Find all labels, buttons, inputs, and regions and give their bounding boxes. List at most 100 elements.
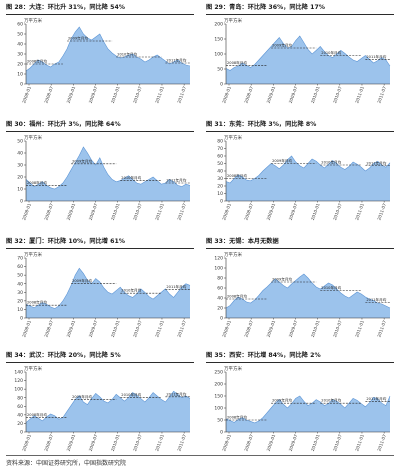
source-text: 资料来源：中国证券研究所，中国指数研究院 xyxy=(6,460,127,467)
y-tick-label: 50 xyxy=(17,139,23,145)
x-tick-label: 2011-07 xyxy=(176,433,187,451)
y-tick-label: 30 xyxy=(17,52,23,58)
y-tick-label: 0 xyxy=(20,82,23,88)
area-series xyxy=(226,274,390,318)
mean-label: 2011年月均 xyxy=(166,284,186,289)
mean-label: 2011年月均 xyxy=(366,54,386,59)
y-tick-label: 30 xyxy=(217,176,223,182)
y-tick-label: 0 xyxy=(20,430,23,436)
title-rule xyxy=(206,14,394,15)
chart-plot: 万平方米 0 10 20 30 40 50 60 70 2008年月均 2009年月均 2010年月均… xyxy=(17,251,191,338)
x-tick-label: 2009-07 xyxy=(288,433,299,451)
mean-label: 2008年月均 xyxy=(227,294,247,299)
x-tick-label: 2010-01 xyxy=(310,319,321,337)
y-tick-label: 30 xyxy=(17,163,23,169)
mean-label: 2009年月均 xyxy=(72,278,92,283)
chart-plot: 万平方米 0 10 20 30 40 50 2008年月均 2009年月均 2010年月均 2011… xyxy=(17,134,191,221)
x-tick-label: 2009-01 xyxy=(66,202,77,220)
x-tick-label: 2008-01 xyxy=(221,202,232,220)
x-tick-label: 2009-01 xyxy=(66,319,77,337)
chart-panel-1: 图 28：大连：环比升 31%，同比降 54% 万平方米 0 10 20 30 40 50 6… xyxy=(6,2,194,108)
y-tick-label: 50 xyxy=(217,161,223,167)
y-tick-label: 70 xyxy=(217,146,223,152)
x-tick-label: 2011-01 xyxy=(354,319,365,337)
y-tick-label: 80 xyxy=(17,395,23,401)
area-series xyxy=(26,147,190,201)
mean-label: 2009年月均 xyxy=(68,36,88,41)
x-tick-label: 2009-07 xyxy=(88,433,99,451)
mean-label: 2011年月均 xyxy=(166,391,186,396)
mean-label: 2010年月均 xyxy=(321,160,341,165)
x-tick-label: 2010-07 xyxy=(132,85,143,103)
mean-label: 2011年月均 xyxy=(166,58,186,63)
chart-panel-7: 图 34：武汉：环比降 20%，同比降 5% 万平方米 0 20 40 60 80 100 1… xyxy=(6,350,194,456)
x-tick-label: 2009-07 xyxy=(288,319,299,337)
x-tick-label: 2008-01 xyxy=(221,319,232,337)
x-tick-label: 2011-07 xyxy=(376,319,387,337)
y-tick-label: 200 xyxy=(214,382,223,388)
x-tick-label: 2009-07 xyxy=(288,202,299,220)
x-tick-label: 2008-07 xyxy=(43,433,54,451)
x-tick-label: 2009-01 xyxy=(66,433,77,451)
y-tick-label: 20 xyxy=(217,184,223,190)
x-tick-label: 2008-07 xyxy=(243,202,254,220)
y-unit-label: 万平方米 xyxy=(24,134,42,141)
chart-panel-5: 图 32：厦门：环比降 10%，同比增 61% 万平方米 0 10 20 30 40 50 6… xyxy=(6,236,194,342)
mean-label: 2009年月均 xyxy=(72,394,92,399)
title-rule xyxy=(6,362,194,363)
chart-plot: 万平方米 0 50 100 150 200 2008年月均 2009年月均 2010年月均 201… xyxy=(214,17,391,104)
x-tick-label: 2008-07 xyxy=(243,85,254,103)
title-rule xyxy=(206,362,394,363)
x-tick-label: 2008-07 xyxy=(43,202,54,220)
y-tick-label: 0 xyxy=(220,82,223,88)
x-tick-label: 2010-07 xyxy=(132,319,143,337)
x-tick-label: 2010-01 xyxy=(310,202,321,220)
mean-label: 2008年月均 xyxy=(27,300,47,305)
y-tick-label: 10 xyxy=(17,72,23,78)
x-tick-label: 2011-07 xyxy=(376,433,387,451)
y-tick-label: 80 xyxy=(217,276,223,282)
y-tick-label: 140 xyxy=(14,370,23,376)
y-unit-label: 万平方米 xyxy=(24,365,42,372)
x-tick-label: 2009-07 xyxy=(88,202,99,220)
x-tick-label: 2011-07 xyxy=(376,85,387,103)
mean-label: 2010年月均 xyxy=(121,175,141,180)
y-unit-label: 万平方米 xyxy=(24,251,42,258)
mean-label: 2009年月均 xyxy=(72,158,92,163)
mean-label: 2010年月均 xyxy=(321,50,341,55)
mean-label: 2009年月均 xyxy=(272,158,292,163)
y-tick-label: 120 xyxy=(14,378,23,384)
mean-label: 2011年月均 xyxy=(366,160,386,165)
x-tick-label: 2009-07 xyxy=(88,85,99,103)
x-tick-label: 2008-07 xyxy=(243,433,254,451)
y-tick-label: 60 xyxy=(217,154,223,160)
area-outline xyxy=(225,395,391,424)
chart-title: 图 30：福州：环比升 3%，同比降 64% xyxy=(6,121,121,128)
mean-label: 2010年月均 xyxy=(117,52,137,57)
x-tick-label: 2010-01 xyxy=(110,85,121,103)
x-tick-label: 2008-01 xyxy=(21,433,32,451)
mean-label: 2010年月均 xyxy=(121,288,141,293)
x-tick-label: 2010-01 xyxy=(110,433,121,451)
y-tick-label: 40 xyxy=(217,169,223,175)
x-tick-label: 2008-01 xyxy=(221,85,232,103)
y-tick-label: 20 xyxy=(17,62,23,68)
y-tick-label: 50 xyxy=(217,418,223,424)
x-tick-label: 2009-01 xyxy=(266,202,277,220)
area-series xyxy=(226,156,390,201)
chart-panel-8: 图 35：西安：环比增 84%，同比降 2% 万平方米 0 50 100 150 200 2… xyxy=(206,350,394,456)
area-outline xyxy=(25,146,191,190)
mean-label: 2010年月均 xyxy=(121,392,141,397)
x-tick-label: 2009-01 xyxy=(66,85,77,103)
y-unit-label: 万平方米 xyxy=(224,251,242,258)
x-tick-label: 2011-01 xyxy=(154,202,165,220)
x-tick-label: 2010-01 xyxy=(310,433,321,451)
chart-title: 图 33：无锡：本月无数据 xyxy=(206,238,279,245)
y-tick-label: 100 xyxy=(14,387,23,393)
x-tick-label: 2011-07 xyxy=(176,85,187,103)
chart-panel-4: 图 31：东莞：环比降 3%，同比降 8% 万平方米 0 10 20 30 40 50 60 7… xyxy=(206,119,394,225)
area-series xyxy=(226,396,390,432)
chart-plot: 万平方米 0 50 100 150 200 250 2008年月均 2009年月均 2010年月均… xyxy=(214,365,391,452)
mean-label: 2008年月均 xyxy=(27,412,47,417)
